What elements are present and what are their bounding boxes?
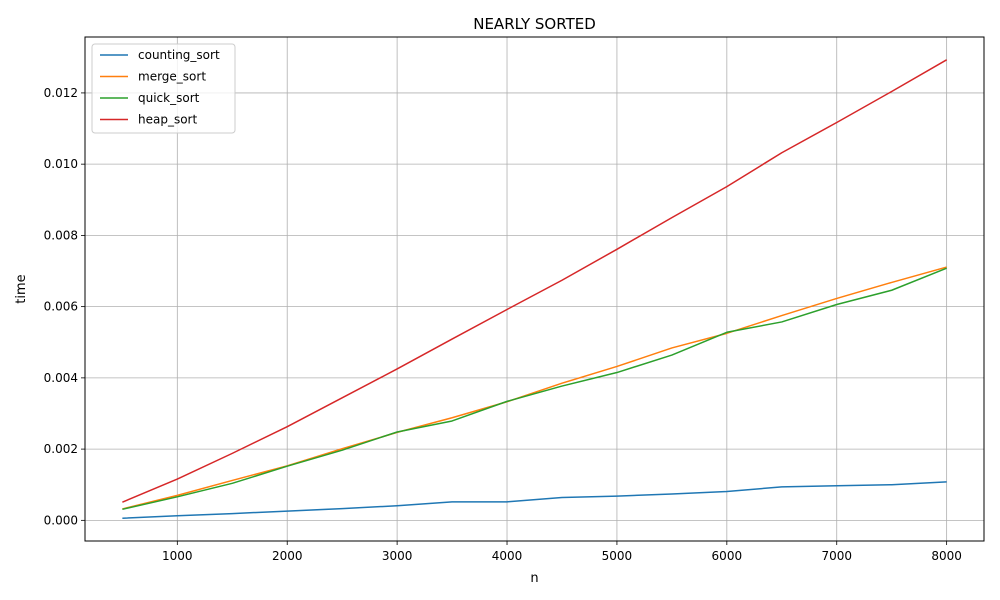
series-line-quick-sort [122, 267, 947, 511]
series-lines [122, 59, 948, 519]
chart-title: NEARLY SORTED [473, 15, 596, 33]
x-tick-label: 2000 [272, 549, 303, 563]
grid-lines [85, 37, 984, 541]
legend-box [91, 43, 236, 134]
legend: counting_sort merge_sort quick_sort heap_so… [91, 43, 236, 134]
series-line-counting-sort [122, 481, 947, 519]
legend-label-heap-sort: heap_sort [138, 113, 197, 127]
legend-label-merge-sort: merge_sort [138, 70, 206, 84]
y-tick-label: 0.000 [44, 513, 78, 527]
y-tick-label: 0.006 [44, 300, 78, 314]
y-axis-ticks: 0.000 0.002 0.004 0.006 0.008 0.010 0.012 [44, 86, 85, 527]
y-tick-label: 0.004 [44, 371, 78, 385]
y-axis-label: time [14, 274, 29, 303]
series-line-merge-sort [122, 266, 947, 510]
x-tick-label: 3000 [382, 549, 413, 563]
y-tick-label: 0.002 [44, 442, 78, 456]
x-tick-label: 5000 [602, 549, 633, 563]
x-tick-label: 6000 [712, 549, 743, 563]
y-tick-label: 0.008 [44, 228, 78, 242]
legend-label-quick-sort: quick_sort [138, 91, 200, 105]
x-axis-label: n [530, 571, 538, 586]
plot-frame [84, 36, 985, 542]
x-tick-label: 7000 [821, 549, 852, 563]
x-tick-label: 8000 [931, 549, 962, 563]
x-axis-ticks: 1000 2000 3000 4000 5000 6000 7000 8000 [162, 541, 962, 563]
y-tick-label: 0.012 [44, 86, 78, 100]
x-tick-label: 4000 [492, 549, 523, 563]
series-line-heap-sort [122, 59, 948, 503]
legend-label-counting-sort: counting_sort [138, 48, 220, 62]
y-tick-label: 0.010 [44, 157, 78, 171]
x-tick-label: 1000 [162, 549, 193, 563]
